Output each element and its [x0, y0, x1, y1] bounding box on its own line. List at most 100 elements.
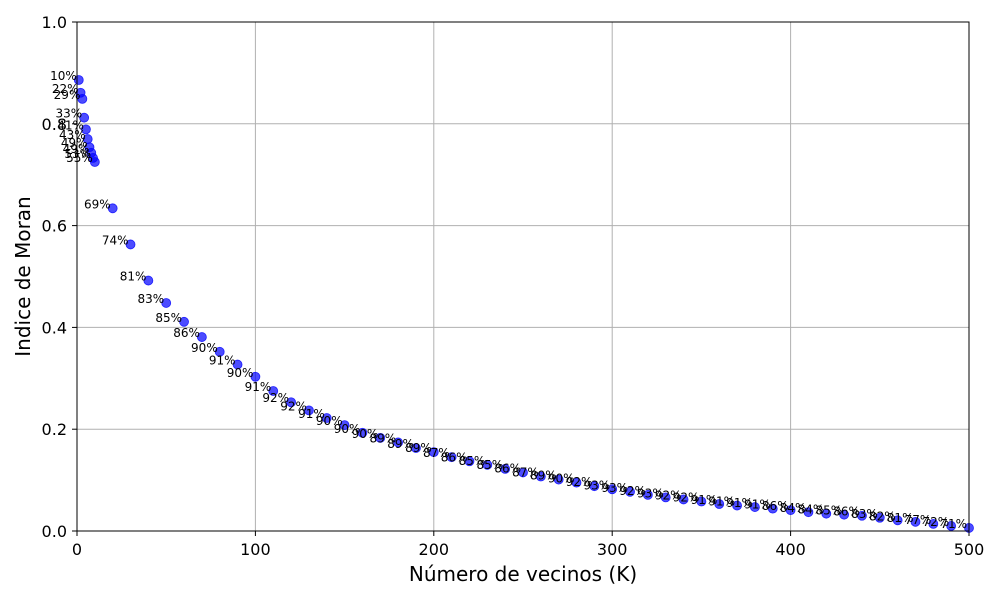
- data-point: [107, 203, 118, 214]
- data-point: [589, 481, 600, 492]
- data-point: [375, 432, 386, 443]
- data-label: 92%: [280, 399, 307, 413]
- data-label: 86%: [173, 326, 200, 340]
- data-label: 84%: [780, 501, 807, 515]
- data-label: 33%: [55, 107, 82, 121]
- data-label: 86%: [833, 505, 860, 519]
- data-label: 71%: [940, 517, 967, 531]
- data-label: 90%: [548, 472, 575, 486]
- data-label: 85%: [476, 458, 503, 472]
- data-label: 92%: [673, 490, 700, 504]
- data-point: [946, 521, 957, 531]
- data-label: 85%: [815, 504, 842, 518]
- data-point: [553, 474, 564, 485]
- data-label: 55%: [66, 151, 93, 165]
- plot-frame: [76, 21, 970, 532]
- data-point: [214, 346, 225, 357]
- data-label: 69%: [84, 197, 111, 211]
- data-point: [767, 503, 778, 514]
- x-tick-label: 100: [240, 540, 271, 559]
- data-point: [732, 500, 742, 511]
- data-label: 89%: [405, 441, 432, 455]
- data-point: [642, 489, 653, 500]
- data-point: [464, 456, 475, 467]
- data-label: 91%: [726, 496, 753, 510]
- data-label: 92%: [619, 484, 646, 498]
- data-label: 22%: [52, 82, 79, 96]
- data-label: 49%: [63, 142, 90, 156]
- data-point: [79, 112, 90, 123]
- x-tick-label: 200: [419, 540, 450, 559]
- data-label: 77%: [905, 513, 932, 527]
- data-point: [321, 413, 332, 423]
- data-label: 74%: [102, 233, 129, 247]
- data-label: 90%: [352, 427, 379, 441]
- data-point: [250, 371, 261, 382]
- data-label: 72%: [922, 515, 949, 529]
- data-point: [714, 499, 725, 509]
- data-point: [857, 510, 867, 521]
- x-tick-label: 300: [597, 540, 628, 559]
- data-label: 85%: [155, 311, 182, 325]
- data-label: 86%: [762, 499, 789, 513]
- data-point: [571, 477, 582, 488]
- data-point: [535, 471, 546, 482]
- data-label: 91%: [744, 498, 771, 512]
- data-label: 92%: [566, 475, 593, 489]
- y-tick-label: 0.8: [42, 115, 67, 134]
- data-point: [357, 427, 368, 438]
- y-tick-label: 0.0: [42, 522, 67, 541]
- data-point: [179, 316, 189, 327]
- data-label: 92%: [655, 488, 682, 502]
- data-label: 29%: [54, 88, 81, 102]
- data-labels: 10%22%29%33%41%43%49%49%53%55%69%74%81%8…: [50, 69, 967, 531]
- data-point: [428, 447, 439, 458]
- y-axis-title: Indice de Moran: [11, 196, 35, 357]
- y-tick-label: 0.2: [42, 420, 67, 439]
- data-label: 87%: [423, 446, 450, 460]
- data-label: 83%: [138, 292, 165, 306]
- data-label: 82%: [869, 509, 896, 523]
- data-point: [232, 359, 243, 370]
- data-point: [393, 437, 404, 448]
- x-tick-label: 400: [775, 540, 806, 559]
- data-label: 89%: [369, 431, 396, 445]
- data-point: [143, 275, 154, 286]
- data-point: [821, 508, 832, 519]
- data-label: 85%: [459, 454, 486, 468]
- data-point: [482, 459, 493, 470]
- data-point: [161, 298, 172, 308]
- data-point: [500, 464, 511, 474]
- data-label: 53%: [64, 147, 91, 161]
- y-tick-label: 0.6: [42, 217, 67, 236]
- data-label: 93%: [601, 481, 628, 495]
- data-point: [81, 124, 91, 135]
- data-point: [750, 502, 760, 512]
- data-label: 91%: [245, 380, 272, 394]
- data-label: 43%: [59, 128, 86, 142]
- data-point: [411, 443, 421, 453]
- grid-lines: [76, 21, 970, 532]
- data-label: 84%: [798, 503, 825, 517]
- data-point: [874, 512, 885, 523]
- data-point: [607, 484, 618, 495]
- data-label: 92%: [262, 391, 289, 405]
- data-point: [518, 467, 528, 478]
- data-point: [125, 239, 136, 250]
- data-label: 89%: [387, 437, 414, 451]
- data-label: 86%: [494, 461, 521, 475]
- data-point: [77, 93, 88, 104]
- data-label: 90%: [334, 422, 361, 436]
- x-axis-title: Número de vecinos (K): [409, 562, 637, 586]
- data-point: [625, 486, 635, 497]
- y-tick-label: 1.0: [42, 13, 67, 32]
- data-points: [73, 75, 974, 533]
- data-label: 90%: [316, 414, 343, 428]
- data-point: [892, 515, 903, 526]
- data-label: 83%: [851, 507, 878, 521]
- data-point: [286, 397, 296, 408]
- data-label: 91%: [298, 407, 325, 421]
- data-label: 10%: [50, 69, 77, 83]
- data-point: [446, 452, 457, 463]
- data-point: [696, 496, 707, 507]
